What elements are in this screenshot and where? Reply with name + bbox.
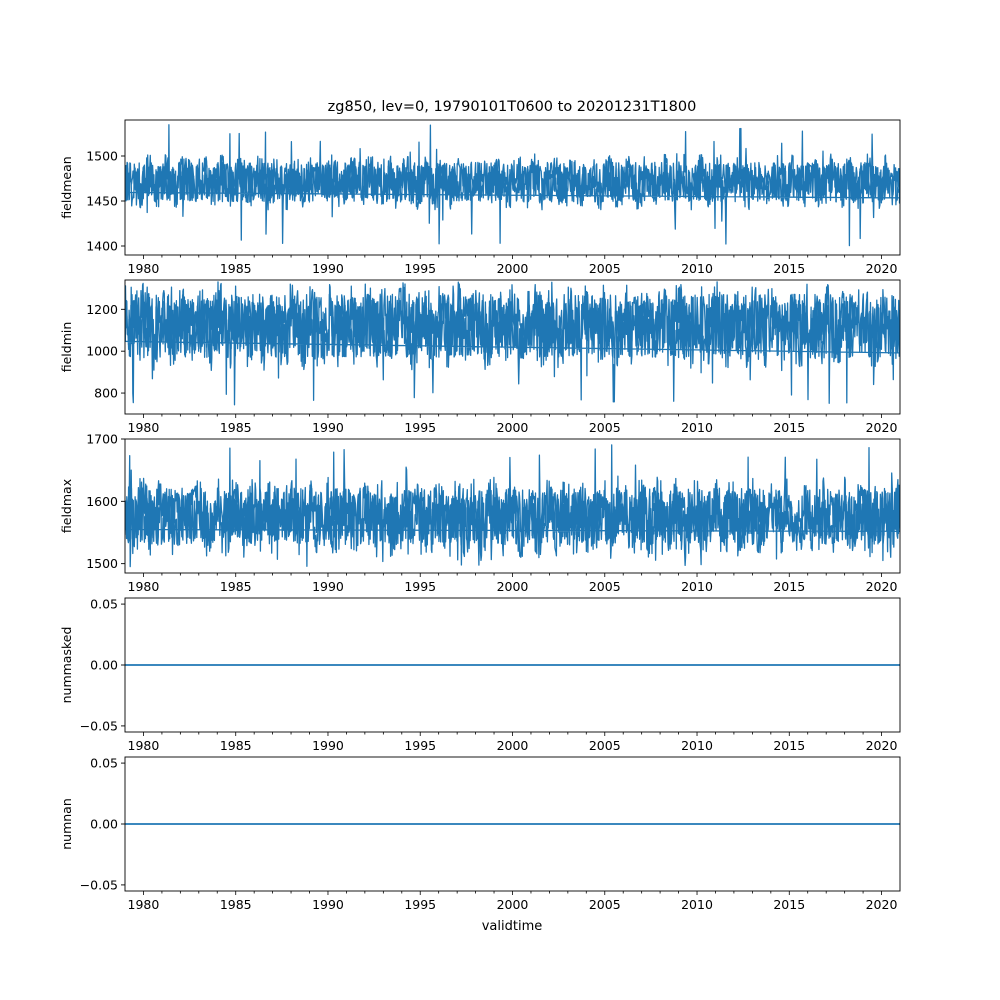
x-tick-label: 2000 <box>497 420 529 435</box>
panel-fieldmean: 1400 1450 1500 1980 1985 1990 1995 2000 2005 2010… <box>59 119 901 276</box>
x-tick-label: 1990 <box>312 897 344 912</box>
x-tick-label: 2005 <box>589 420 621 435</box>
x-tick-label: 2000 <box>497 261 529 276</box>
x-tick-label: 2020 <box>866 420 898 435</box>
panel-nummasked: −0.05 0.00 0.05 1980 1985 1990 1995 2000 2005 201… <box>59 597 901 753</box>
x-axis-label: validtime <box>482 919 543 934</box>
y-tick-label: −0.05 <box>80 877 118 892</box>
x-tick-label: 1980 <box>128 897 160 912</box>
y-tick-label: 1450 <box>86 194 118 209</box>
y-tick-label: −0.05 <box>80 718 118 733</box>
chart-title: zg850, lev=0, 19790101T0600 to 20201231T… <box>328 99 697 115</box>
x-tick-label: 2020 <box>866 897 898 912</box>
y-tick-label: 1000 <box>86 344 118 359</box>
x-tick-label: 2010 <box>681 420 713 435</box>
x-tick-label: 2005 <box>589 897 621 912</box>
y-tick-label: 1200 <box>86 302 118 317</box>
x-tick-label: 1995 <box>404 420 436 435</box>
x-tick-label: 1995 <box>404 579 436 594</box>
y-tick-label: 0.05 <box>90 597 118 612</box>
x-tick-label: 1980 <box>128 420 160 435</box>
y-axis-label: fieldmax <box>59 479 74 533</box>
x-tick-label: 1990 <box>312 420 344 435</box>
x-tick-label: 2000 <box>497 738 529 753</box>
x-tick-label: 2015 <box>773 579 805 594</box>
x-tick-label: 2020 <box>866 738 898 753</box>
x-tick-label: 2000 <box>497 579 529 594</box>
x-tick-label: 2015 <box>773 897 805 912</box>
series-line-fieldmax <box>125 444 900 568</box>
x-tick-label: 2010 <box>681 738 713 753</box>
y-tick-label: 0.00 <box>90 817 118 832</box>
x-tick-label: 1985 <box>220 897 252 912</box>
y-axis-label: numnan <box>59 798 74 850</box>
x-tick-label: 2020 <box>866 579 898 594</box>
x-tick-label: 2005 <box>589 261 621 276</box>
y-axis-label: nummasked <box>59 627 74 704</box>
x-tick-label: 2005 <box>589 738 621 753</box>
x-tick-label: 1980 <box>128 738 160 753</box>
y-tick-label: 1600 <box>86 494 118 509</box>
x-tick-label: 1990 <box>312 738 344 753</box>
x-tick-label: 2015 <box>773 738 805 753</box>
x-tick-label: 1990 <box>312 579 344 594</box>
x-tick-label: 1985 <box>220 738 252 753</box>
y-tick-label: 1700 <box>86 432 118 447</box>
x-tick-label: 1995 <box>404 738 436 753</box>
x-tick-label: 2000 <box>497 897 529 912</box>
x-tick-label: 2010 <box>681 579 713 594</box>
x-tick-label: 1985 <box>220 579 252 594</box>
y-tick-label: 1400 <box>86 239 118 254</box>
y-tick-label: 0.00 <box>90 658 118 673</box>
x-tick-label: 2020 <box>866 261 898 276</box>
y-tick-label: 1500 <box>86 556 118 571</box>
x-tick-label: 1990 <box>312 261 344 276</box>
series-line-fieldmean <box>125 124 900 247</box>
x-tick-label: 2015 <box>773 261 805 276</box>
x-tick-label: 1980 <box>128 579 160 594</box>
x-tick-label: 1995 <box>404 897 436 912</box>
x-tick-label: 2010 <box>681 261 713 276</box>
x-tick-label: 1995 <box>404 261 436 276</box>
x-tick-label: 1980 <box>128 261 160 276</box>
y-axis-label: fieldmin <box>59 322 74 373</box>
x-tick-label: 2010 <box>681 897 713 912</box>
y-tick-label: 1500 <box>86 149 118 164</box>
panel-fieldmax: 1500 1600 1700 1980 1985 1990 1995 2000 2005 2010… <box>59 432 901 594</box>
series-line-fieldmin <box>125 281 900 406</box>
x-tick-label: 1985 <box>220 420 252 435</box>
panel-fieldmin: 800 1000 1200 1980 1985 1990 1995 2000 2005 2010 2… <box>59 279 901 435</box>
y-tick-label: 0.05 <box>90 756 118 771</box>
y-axis-label: fieldmean <box>59 156 74 218</box>
panel-numnan: −0.05 0.00 0.05 1980 1985 1990 1995 2000 2005 201… <box>59 756 901 912</box>
x-tick-label: 1985 <box>220 261 252 276</box>
x-tick-label: 2015 <box>773 420 805 435</box>
x-tick-label: 2005 <box>589 579 621 594</box>
panels: 1400 1450 1500 1980 1985 1990 1995 2000 2005 2010… <box>59 119 901 912</box>
y-tick-label: 800 <box>94 386 118 401</box>
